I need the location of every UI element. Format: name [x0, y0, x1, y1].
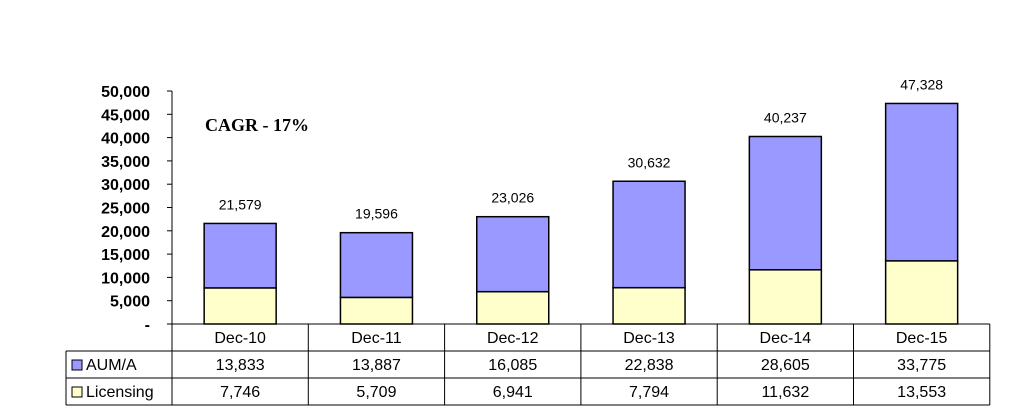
- data-label: 13,833: [216, 357, 265, 374]
- total-label: 19,596: [355, 206, 398, 222]
- x-tick-label: Dec-14: [760, 330, 812, 347]
- total-labels: 21,579 19,596 23,026 30,632 40,237 47,328: [219, 76, 944, 221]
- bar-segment-licensing: [612, 286, 686, 325]
- data-label: 11,632: [761, 384, 809, 401]
- total-label: 23,026: [491, 190, 534, 206]
- data-label: 7,794: [629, 384, 669, 401]
- legend-label: Licensing: [86, 384, 154, 401]
- x-tick-label: Dec-13: [623, 330, 675, 347]
- bar-segment-aum-a: [339, 231, 414, 299]
- legend-swatch: [71, 359, 83, 371]
- bar-segment-licensing: [884, 260, 959, 325]
- bar-segment-aum-a: [476, 215, 550, 293]
- total-label: 30,632: [628, 154, 671, 170]
- y-tick-label: -: [145, 317, 150, 334]
- x-tick-label: Dec-15: [896, 330, 948, 347]
- x-tick-label: Dec-12: [487, 330, 539, 347]
- legend-swatch: [71, 386, 83, 398]
- data-label: 13,553: [897, 384, 946, 401]
- y-tick-label: 15,000: [101, 247, 150, 264]
- x-tick-label: Dec-10: [214, 330, 266, 347]
- data-label: 13,887: [352, 357, 401, 374]
- data-label: 33,775: [897, 357, 946, 374]
- y-tick-label: 10,000: [101, 270, 150, 287]
- legend-label: AUM/A: [86, 357, 137, 374]
- data-label: 5,709: [356, 384, 396, 401]
- data-label: 28,605: [761, 357, 810, 374]
- total-label: 47,328: [900, 76, 943, 92]
- y-tick-label: 30,000: [101, 177, 150, 194]
- bar-segment-licensing: [203, 287, 277, 325]
- data-label: 22,838: [625, 357, 674, 374]
- y-tick-label: 35,000: [101, 154, 150, 171]
- bar-segment-licensing: [476, 290, 550, 325]
- total-label: 21,579: [219, 196, 262, 212]
- bar-segment-licensing: [748, 269, 823, 325]
- data-label: 7,746: [220, 384, 260, 401]
- y-tick-label: 50,000: [101, 84, 150, 101]
- y-axis: - 5,000 10,000 15,000 20,000 25,000 30,000 35,0…: [101, 84, 173, 334]
- bar-segment-aum-a: [612, 180, 686, 289]
- data-label: 16,085: [488, 357, 537, 374]
- bar-segment-aum-a: [203, 222, 277, 289]
- total-label: 40,237: [764, 109, 807, 125]
- y-tick-label: 25,000: [101, 201, 150, 218]
- bar-segment-aum-a: [748, 135, 823, 271]
- cagr-annotation: CAGR - 17%: [205, 115, 309, 135]
- bars: [203, 102, 959, 325]
- y-tick-label: 5,000: [110, 294, 150, 311]
- y-tick-label: 20,000: [101, 224, 150, 241]
- data-label: 6,941: [493, 384, 533, 401]
- x-tick-label: Dec-11: [351, 330, 401, 347]
- y-tick-label: 40,000: [101, 131, 150, 148]
- bar-segment-aum-a: [884, 102, 959, 262]
- data-table: Dec-10 Dec-11 Dec-12 Dec-13 Dec-14 Dec-15 AUM/…: [65, 323, 991, 406]
- y-tick-label: 45,000: [101, 107, 150, 124]
- bar-segment-licensing: [339, 296, 414, 325]
